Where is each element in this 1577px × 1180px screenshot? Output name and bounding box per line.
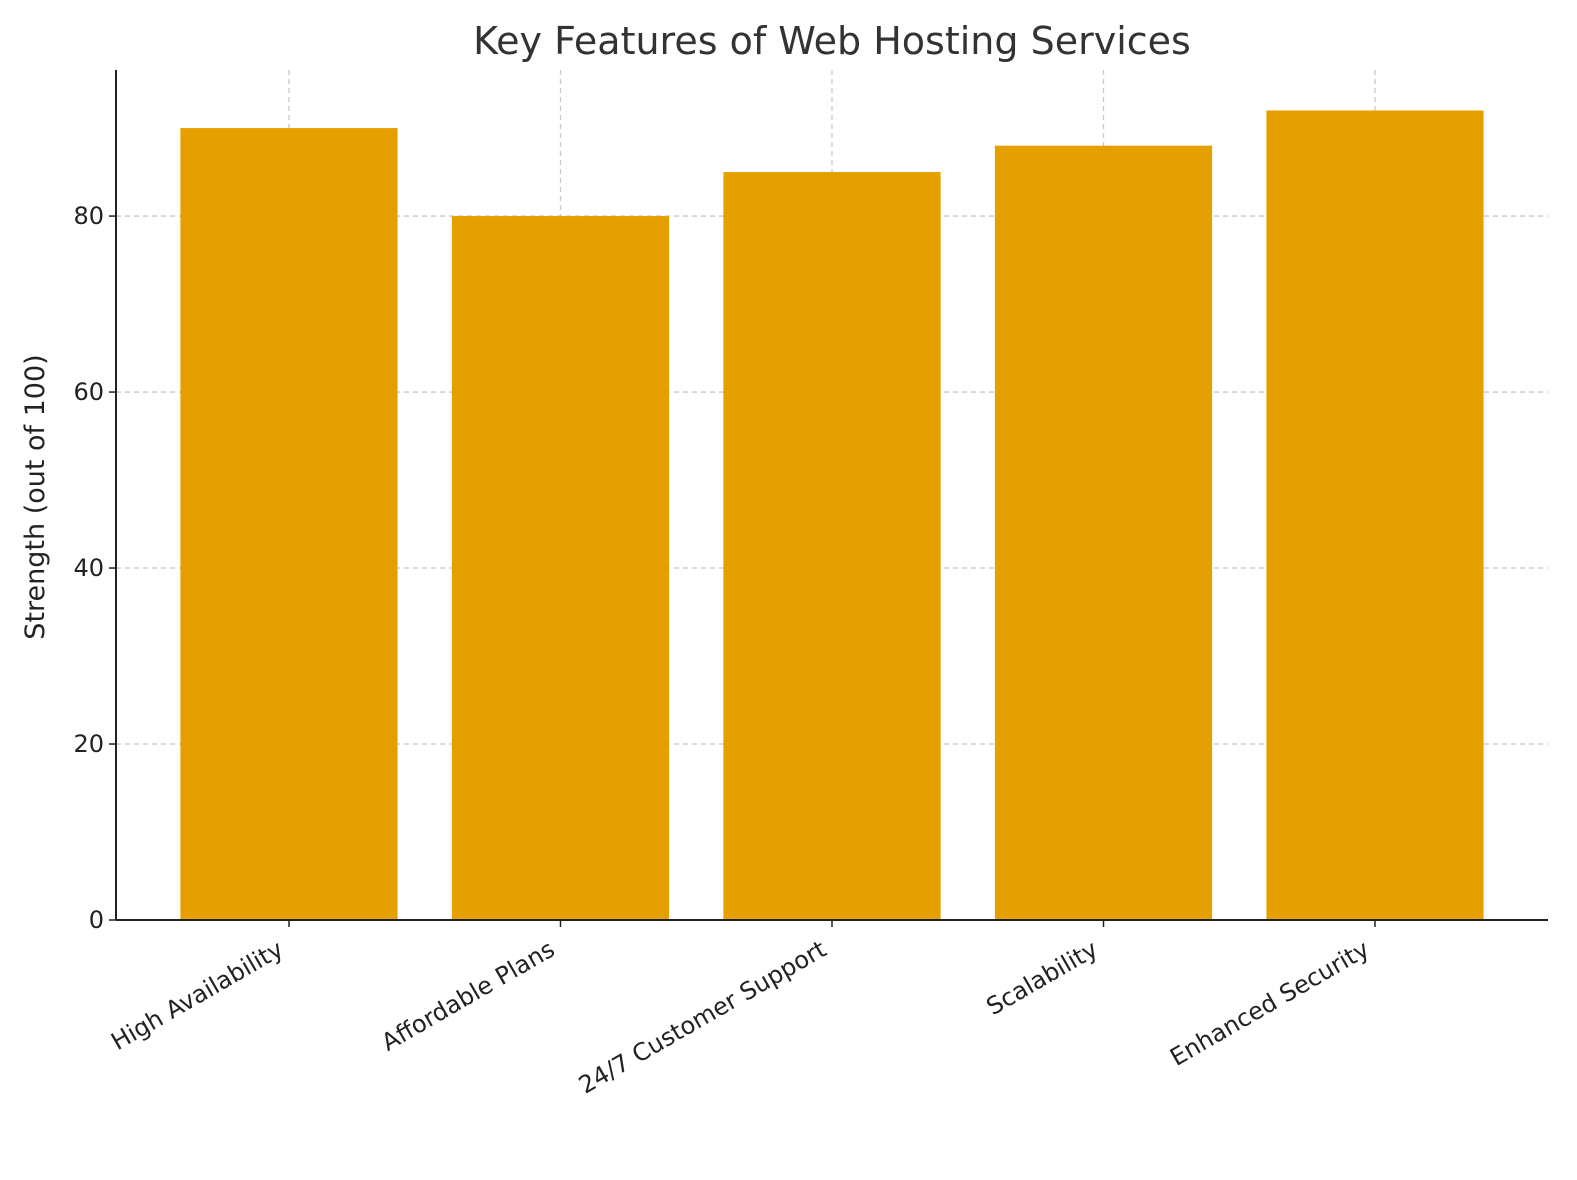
bar: [451, 216, 670, 920]
chart-title: Key Features of Web Hosting Services: [473, 19, 1191, 63]
y-tick-label: 20: [73, 730, 104, 758]
bar: [994, 145, 1213, 921]
x-tick-label: Enhanced Security: [1165, 935, 1374, 1072]
y-tick-label: 80: [73, 202, 104, 230]
y-axis-label: Strength (out of 100): [20, 354, 51, 639]
x-tick-label: High Availability: [106, 935, 288, 1056]
x-tick-label: 24/7 Customer Support: [574, 935, 831, 1100]
y-tick-label: 60: [73, 378, 104, 406]
bar: [180, 128, 398, 921]
y-tick-label: 40: [73, 554, 104, 582]
x-tick-label: Affordable Plans: [377, 935, 560, 1057]
y-tick-label: 0: [89, 906, 104, 934]
bar: [1266, 110, 1484, 920]
x-tick-label: Scalability: [982, 935, 1103, 1021]
bar: [723, 172, 941, 921]
